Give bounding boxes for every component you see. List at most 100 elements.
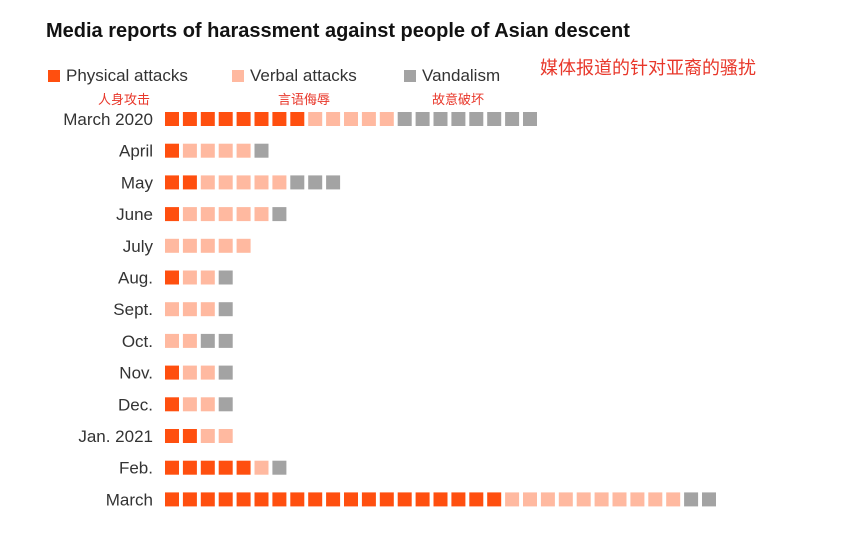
verbal-square xyxy=(666,492,681,507)
verbal-square xyxy=(236,143,251,158)
physical-square xyxy=(487,492,502,507)
legend-vandalism-label: Vandalism xyxy=(422,66,501,85)
verbal-square xyxy=(200,143,215,158)
verbal-square xyxy=(182,365,197,380)
verbal-square xyxy=(218,429,233,443)
physical-square xyxy=(165,143,179,158)
vandalism-square xyxy=(308,175,323,190)
row-label: Oct. xyxy=(122,332,153,351)
verbal-square xyxy=(379,112,394,126)
row-label: March 2020 xyxy=(63,110,153,129)
verbal-square xyxy=(165,238,179,253)
vandalism-square xyxy=(487,112,502,126)
physical-square xyxy=(415,492,430,507)
verbal-square xyxy=(540,492,555,507)
row-label: Dec. xyxy=(118,395,153,414)
vandalism-square xyxy=(200,333,215,348)
verbal-square xyxy=(254,207,269,222)
row-label: Aug. xyxy=(118,269,153,288)
vandalism-square xyxy=(218,302,233,317)
verbal-square xyxy=(558,492,573,507)
legend-verbal-cn: 言语侮辱 xyxy=(278,93,331,108)
physical-square xyxy=(218,492,233,507)
legend-vandalism-swatch xyxy=(404,70,416,82)
row-label: July xyxy=(123,237,154,256)
legend-physical-swatch xyxy=(48,70,60,82)
physical-square xyxy=(200,460,215,475)
vandalism-square xyxy=(469,112,484,126)
vandalism-square xyxy=(218,270,233,285)
row-label: April xyxy=(119,142,153,161)
legend-vandalism: Vandalism xyxy=(404,66,500,86)
vandalism-square xyxy=(451,112,466,126)
verbal-square xyxy=(182,143,197,158)
physical-square xyxy=(165,270,179,285)
legend-physical-cn: 人身攻击 xyxy=(98,93,151,108)
verbal-square xyxy=(344,112,358,126)
legend-vandalism-cn: 故意破坏 xyxy=(432,93,485,108)
physical-square xyxy=(218,460,233,475)
row-label: May xyxy=(121,173,154,192)
physical-square xyxy=(165,492,179,507)
verbal-square xyxy=(630,492,645,507)
physical-square xyxy=(361,492,376,507)
physical-square xyxy=(165,397,179,412)
physical-square xyxy=(254,112,269,126)
physical-square xyxy=(379,492,394,507)
verbal-square xyxy=(182,238,197,253)
vandalism-square xyxy=(505,112,520,126)
verbal-square xyxy=(165,302,179,317)
vandalism-square xyxy=(272,207,287,222)
physical-square xyxy=(218,112,233,126)
verbal-square xyxy=(200,302,215,317)
vandalism-square xyxy=(218,333,233,348)
vandalism-square xyxy=(218,365,233,380)
physical-square xyxy=(165,112,179,126)
verbal-square xyxy=(218,175,233,190)
legend-physical-label: Physical attacks xyxy=(66,66,188,85)
physical-square xyxy=(165,429,179,443)
physical-square xyxy=(200,492,215,507)
legend-verbal-label: Verbal attacks xyxy=(250,66,357,85)
verbal-square xyxy=(308,112,323,126)
vandalism-square xyxy=(397,112,412,126)
vandalism-square xyxy=(523,112,537,126)
verbal-square xyxy=(218,207,233,222)
verbal-square xyxy=(326,112,341,126)
verbal-square xyxy=(182,302,197,317)
verbal-square xyxy=(200,207,215,222)
row-label: June xyxy=(116,205,153,224)
verbal-square xyxy=(594,492,609,507)
physical-square xyxy=(272,112,287,126)
physical-square xyxy=(469,492,484,507)
physical-square xyxy=(254,492,269,507)
legend-physical: Physical attacks xyxy=(48,66,188,86)
verbal-square xyxy=(505,492,520,507)
chinese-annotation: 媒体报道的针对亚裔的骚扰 xyxy=(540,58,756,79)
verbal-square xyxy=(182,207,197,222)
row-label: Sept. xyxy=(113,300,153,319)
legend-verbal-swatch xyxy=(232,70,244,82)
physical-square xyxy=(165,460,179,475)
verbal-square xyxy=(182,333,197,348)
legend-verbal: Verbal attacks xyxy=(232,66,357,86)
verbal-square xyxy=(182,270,197,285)
vandalism-square xyxy=(326,175,341,190)
verbal-square xyxy=(165,333,179,348)
physical-square xyxy=(182,112,197,126)
vandalism-square xyxy=(702,492,716,507)
verbal-square xyxy=(612,492,627,507)
vandalism-square xyxy=(433,112,448,126)
verbal-square xyxy=(200,429,215,443)
row-label: Feb. xyxy=(119,459,153,478)
verbal-square xyxy=(236,238,251,253)
physical-square xyxy=(433,492,448,507)
vandalism-square xyxy=(254,143,269,158)
row-label: Nov. xyxy=(119,364,153,383)
vandalism-square xyxy=(684,492,699,507)
physical-square xyxy=(326,492,341,507)
physical-square xyxy=(344,492,358,507)
physical-square xyxy=(308,492,323,507)
verbal-square xyxy=(182,397,197,412)
